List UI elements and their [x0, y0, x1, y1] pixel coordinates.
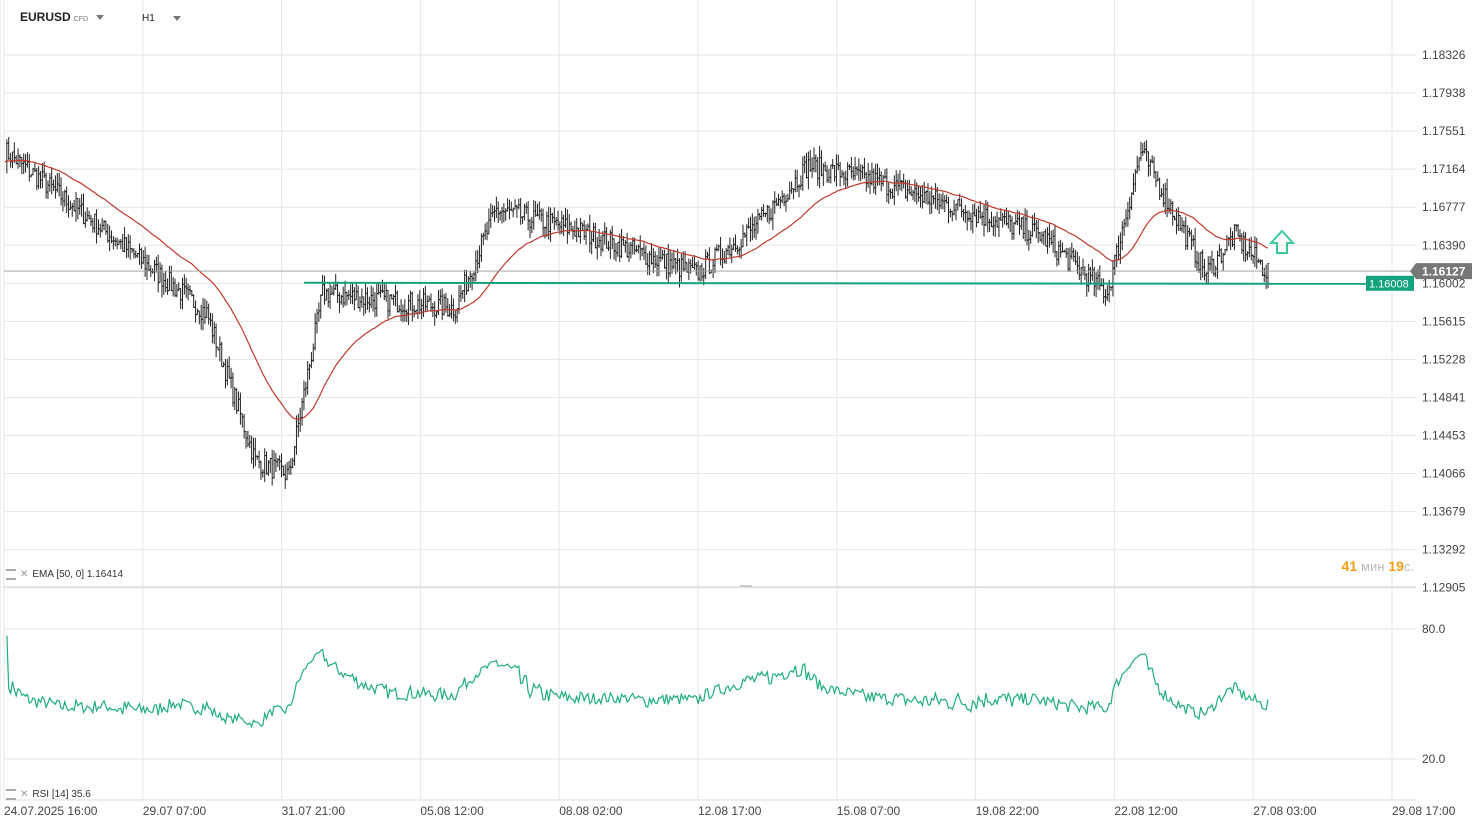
time-tick-label: 19.08 22:00 — [976, 804, 1040, 818]
close-icon[interactable]: ✕ — [20, 789, 29, 801]
price-tick-label: 1.14841 — [1422, 390, 1466, 404]
price-tick-label: 1.13292 — [1422, 543, 1466, 557]
price-tick-label: 1.16777 — [1422, 200, 1466, 214]
time-tick-label: 24.07.2025 16:00 — [4, 804, 98, 818]
time-tick-label: 22.08 12:00 — [1114, 804, 1178, 818]
timer-seconds-unit: с. — [1403, 559, 1414, 574]
chevron-down-icon — [96, 15, 105, 21]
time-tick-label: 15.08 07:00 — [837, 804, 901, 818]
time-tick-label: 12.08 17:00 — [698, 804, 762, 818]
price-tick-label: 1.15615 — [1422, 314, 1466, 328]
price-tick-label: 1.17551 — [1422, 124, 1466, 138]
ema-legend[interactable]: ✕ EMA [50, 0] 1.16414 — [6, 569, 123, 580]
current-price-tag — [1410, 263, 1472, 280]
rsi-tick-label: 80.0 — [1422, 622, 1446, 636]
time-tick-label: 29.07 07:00 — [143, 804, 207, 818]
indicator-settings-icon[interactable] — [6, 789, 16, 800]
price-tick-label: 1.13679 — [1422, 505, 1466, 519]
timeframe-selector[interactable]: H1 — [142, 13, 181, 24]
ema-value: 1.16414 — [86, 569, 124, 581]
support-level-line — [303, 281, 1369, 285]
up-arrow-icon — [1268, 229, 1296, 254]
current-price-label: 1.16127 — [1422, 265, 1466, 279]
timer-minutes: 41 — [1341, 558, 1358, 574]
bar-countdown-timer: 41 мин 19с. — [1342, 558, 1414, 574]
timeframe-label: H1 — [142, 13, 155, 24]
indicator-settings-icon[interactable] — [6, 569, 16, 580]
rsi-line — [6, 635, 1269, 729]
symbol-name: EURUSD — [20, 10, 71, 24]
price-tick-label: 1.18326 — [1422, 48, 1466, 62]
time-tick-label: 08.08 02:00 — [559, 804, 623, 818]
level-price-label: 1.16008 — [1369, 278, 1409, 290]
price-tick-label: 1.17938 — [1422, 86, 1466, 100]
price-tick-label: 1.16002 — [1422, 276, 1466, 290]
time-tick-label: 29.08 17:00 — [1392, 804, 1456, 818]
level-price-tag — [1366, 275, 1414, 291]
symbol-type: CFD — [73, 16, 89, 23]
time-tick-label: 31.07 21:00 — [282, 804, 346, 818]
timer-seconds: 19 — [1388, 558, 1404, 574]
rsi-legend[interactable]: ✕ RSI [14] 35.6 — [6, 789, 91, 800]
price-tick-label: 1.14066 — [1422, 467, 1466, 481]
price-bars — [5, 136, 1270, 489]
time-tick-label: 27.08 03:00 — [1253, 804, 1317, 818]
symbol-selector[interactable]: EURUSD CFD — [20, 10, 105, 24]
rsi-tick-label: 20.0 — [1422, 752, 1446, 766]
price-tick-label: 1.15228 — [1422, 352, 1466, 366]
price-tick-label: 1.12905 — [1422, 581, 1466, 595]
timer-minutes-unit: мин — [1361, 559, 1385, 574]
price-tick-label: 1.16390 — [1422, 238, 1466, 252]
pane-resize-handle — [740, 585, 752, 588]
chevron-down-icon — [172, 15, 181, 21]
ema-line — [4, 159, 1269, 420]
rsi-value: 35.6 — [71, 789, 91, 801]
rsi-label: RSI [14] — [32, 789, 69, 801]
close-icon[interactable]: ✕ — [20, 569, 29, 581]
price-tick-label: 1.14453 — [1422, 429, 1466, 443]
time-tick-label: 05.08 12:00 — [420, 804, 484, 818]
ema-label: EMA [50, 0] — [32, 569, 85, 581]
price-tick-label: 1.17164 — [1422, 162, 1466, 176]
